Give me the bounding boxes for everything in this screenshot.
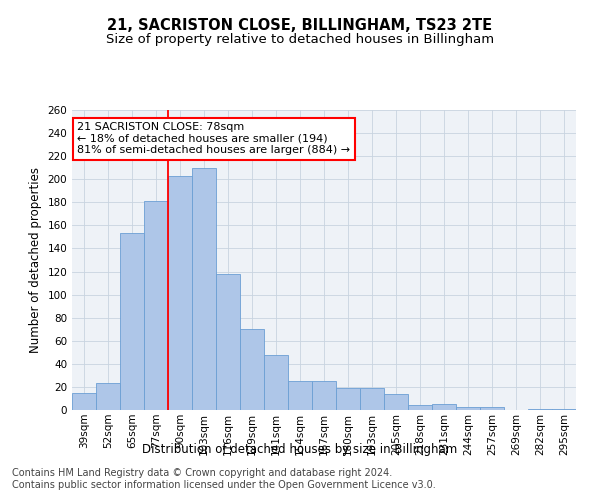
Text: Distribution of detached houses by size in Billingham: Distribution of detached houses by size … bbox=[142, 444, 458, 456]
Bar bbox=[96, 384, 120, 410]
Text: Size of property relative to detached houses in Billingham: Size of property relative to detached ho… bbox=[106, 32, 494, 46]
Bar bbox=[144, 201, 168, 410]
Bar bbox=[384, 394, 408, 410]
Bar bbox=[312, 381, 336, 410]
Bar bbox=[528, 409, 552, 410]
Bar bbox=[336, 388, 360, 410]
Bar bbox=[480, 406, 504, 410]
Bar bbox=[168, 176, 192, 410]
Bar bbox=[240, 329, 264, 410]
Bar bbox=[408, 406, 432, 410]
Y-axis label: Number of detached properties: Number of detached properties bbox=[29, 167, 42, 353]
Bar bbox=[432, 404, 456, 410]
Bar bbox=[192, 168, 216, 410]
Bar bbox=[360, 388, 384, 410]
Bar bbox=[288, 381, 312, 410]
Bar bbox=[456, 406, 480, 410]
Bar bbox=[120, 234, 144, 410]
Bar bbox=[264, 354, 288, 410]
Bar bbox=[72, 392, 96, 410]
Text: Contains HM Land Registry data © Crown copyright and database right 2024.: Contains HM Land Registry data © Crown c… bbox=[12, 468, 392, 477]
Bar bbox=[552, 409, 576, 410]
Text: Contains public sector information licensed under the Open Government Licence v3: Contains public sector information licen… bbox=[12, 480, 436, 490]
Bar bbox=[216, 274, 240, 410]
Text: 21 SACRISTON CLOSE: 78sqm
← 18% of detached houses are smaller (194)
81% of semi: 21 SACRISTON CLOSE: 78sqm ← 18% of detac… bbox=[77, 122, 350, 155]
Text: 21, SACRISTON CLOSE, BILLINGHAM, TS23 2TE: 21, SACRISTON CLOSE, BILLINGHAM, TS23 2T… bbox=[107, 18, 493, 32]
